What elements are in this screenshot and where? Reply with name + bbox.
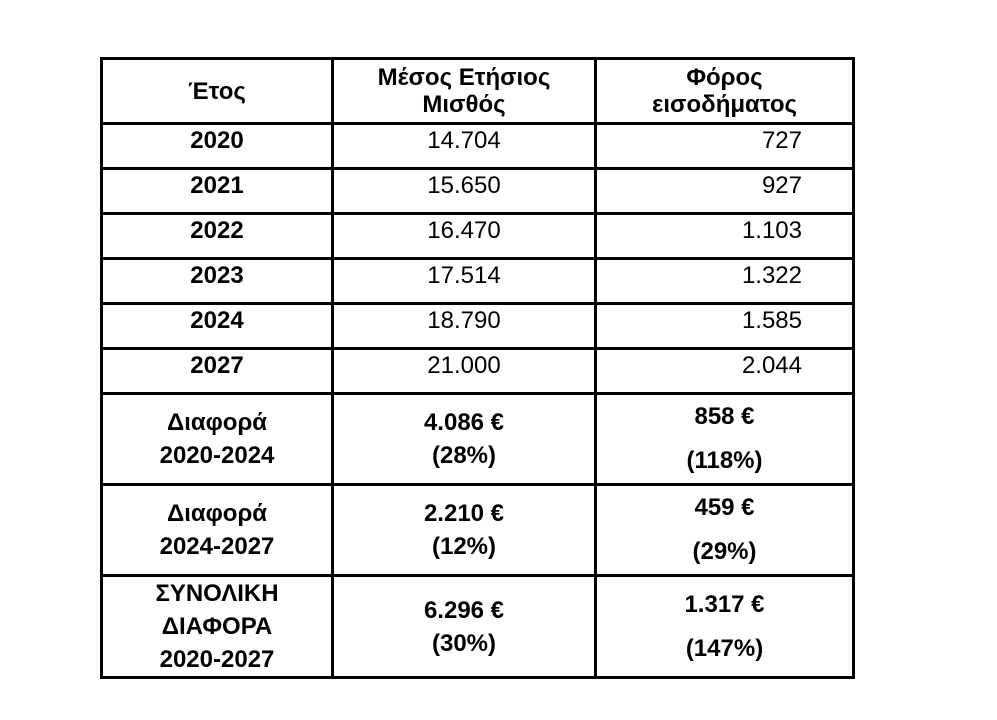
year-cell: 2027: [100, 347, 334, 395]
tax-cell: 2.044: [594, 347, 855, 395]
header-tax-line-2: εισοδήματος: [652, 91, 797, 118]
year-cell: 2024: [100, 302, 334, 350]
total-label-line-2: ΔΙΑΦΟΡΑ: [161, 613, 273, 640]
year-cell: 2021: [100, 167, 334, 215]
salary-tax-table: Έτος Μέσος Ετήσιος Μισθός Φόρος εισοδήμα…: [100, 57, 855, 679]
table-row-2023: 2023 17.514 1.322: [100, 257, 855, 305]
total-label-line-1: ΣΥΝΟΛΙΚΗ: [155, 580, 279, 607]
year-cell: 2020: [100, 122, 334, 170]
total-label-line-3: 2020-2027: [159, 646, 275, 673]
header-year-line: Έτος: [188, 77, 246, 105]
tax-cell: 1.585: [594, 302, 855, 350]
diff-label-cell: Διαφορά 2020-2024: [100, 392, 334, 486]
header-row: Έτος Μέσος Ετήσιος Μισθός Φόρος εισοδήμα…: [100, 57, 855, 125]
header-salary: Μέσος Ετήσιος Μισθός: [331, 57, 597, 125]
table-row-2024: 2024 18.790 1.585: [100, 302, 855, 350]
diff-salary-cell: 2.210 € (12%): [331, 483, 597, 577]
table-row-2022: 2022 16.470 1.103: [100, 212, 855, 260]
salary-cell: 17.514: [331, 257, 597, 305]
diff-salary-cell: 4.086 € (28%): [331, 392, 597, 486]
diff-salary-value: 4.086 €: [423, 409, 505, 436]
table-row-diff-2024-2027: Διαφορά 2024-2027 2.210 € (12%) 459 € (2…: [100, 483, 855, 577]
header-salary-line-2: Μισθός: [422, 91, 506, 118]
diff-tax-percent: (118%): [686, 447, 763, 474]
total-tax-cell: 1.317 € (147%): [594, 574, 855, 679]
table-row-2021: 2021 15.650 927: [100, 167, 855, 215]
diff-salary-percent: (28%): [431, 442, 497, 469]
diff-tax-cell: 459 € (29%): [594, 483, 855, 577]
diff-label-line-2: 2024-2027: [159, 533, 275, 560]
total-label-cell: ΣΥΝΟΛΙΚΗ ΔΙΑΦΟΡΑ 2020-2027: [100, 574, 334, 679]
table-row-diff-2020-2024: Διαφορά 2020-2024 4.086 € (28%) 858 € (1…: [100, 392, 855, 486]
diff-tax-value: 858 €: [694, 403, 755, 430]
diff-salary-percent: (12%): [431, 533, 497, 560]
tax-cell: 927: [594, 167, 855, 215]
diff-label-cell: Διαφορά 2024-2027: [100, 483, 334, 577]
total-tax-percent: (147%): [685, 634, 764, 662]
header-salary-line-1: Μέσος Ετήσιος: [377, 64, 551, 91]
salary-cell: 14.704: [331, 122, 597, 170]
diff-tax-value: 459 €: [694, 494, 755, 521]
diff-tax-cell: 858 € (118%): [594, 392, 855, 486]
header-year: Έτος: [100, 57, 334, 125]
year-cell: 2023: [100, 257, 334, 305]
header-tax: Φόρος εισοδήματος: [594, 57, 855, 125]
salary-cell: 18.790: [331, 302, 597, 350]
diff-label-line-1: Διαφορά: [166, 409, 268, 436]
total-salary-value: 6.296 €: [423, 596, 505, 624]
diff-label-line-1: Διαφορά: [166, 500, 268, 527]
diff-label-line-2: 2020-2024: [159, 442, 275, 469]
tax-cell: 1.322: [594, 257, 855, 305]
table-row-total-diff-2020-2027: ΣΥΝΟΛΙΚΗ ΔΙΑΦΟΡΑ 2020-2027 6.296 € (30%)…: [100, 574, 855, 679]
salary-cell: 21.000: [331, 347, 597, 395]
diff-salary-value: 2.210 €: [423, 500, 505, 527]
salary-cell: 16.470: [331, 212, 597, 260]
tax-cell: 727: [594, 122, 855, 170]
table-row-2020: 2020 14.704 727: [100, 122, 855, 170]
diff-tax-percent: (29%): [692, 538, 757, 565]
total-tax-value: 1.317 €: [684, 590, 765, 618]
table-row-2027: 2027 21.000 2.044: [100, 347, 855, 395]
total-salary-percent: (30%): [431, 629, 497, 657]
header-tax-line-1: Φόρος: [686, 64, 763, 91]
total-salary-cell: 6.296 € (30%): [331, 574, 597, 679]
year-cell: 2022: [100, 212, 334, 260]
tax-cell: 1.103: [594, 212, 855, 260]
salary-cell: 15.650: [331, 167, 597, 215]
